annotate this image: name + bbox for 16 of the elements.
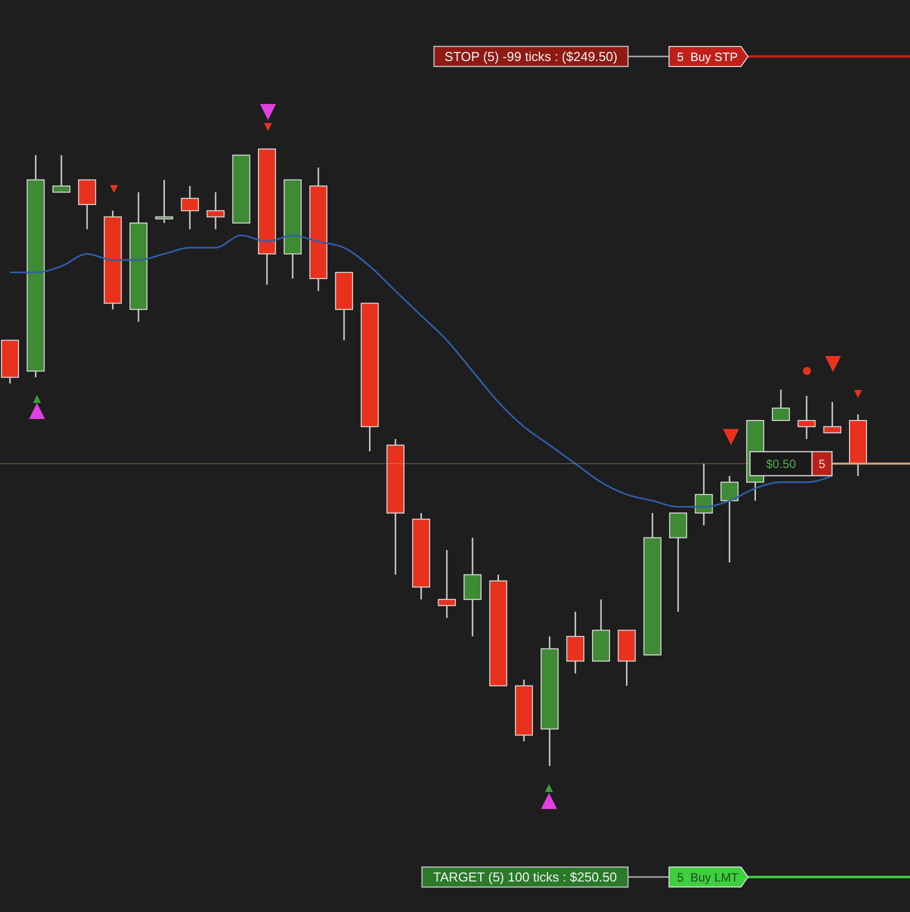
annotation: $0.50 [766, 457, 796, 472]
candlestick [772, 388, 790, 422]
candlestick [438, 549, 456, 619]
text: 5 Buy STP [677, 50, 738, 64]
annotation: 5 [818, 457, 826, 472]
candlestick [180, 185, 199, 230]
text: STOP (5) -99 ticks : ($249.50) [444, 48, 618, 64]
candlestick [798, 395, 816, 440]
candlestick [155, 179, 174, 224]
candlestick [720, 475, 739, 564]
candlestick [823, 401, 842, 434]
text: 5 Buy LMT [677, 870, 740, 885]
candlestick [52, 154, 70, 193]
candlestick [206, 191, 225, 230]
text: TARGET (5) 100 ticks : $250.50 [433, 870, 617, 885]
candlestick [694, 462, 713, 526]
